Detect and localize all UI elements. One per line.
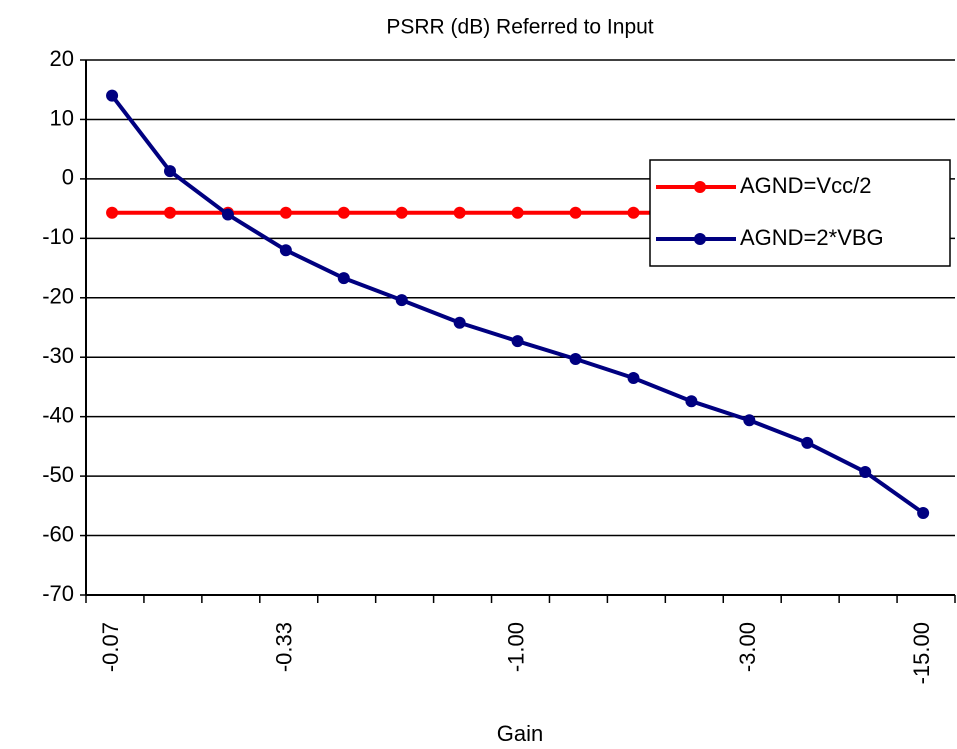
x-tick-label: -0.07 bbox=[98, 622, 123, 672]
data-point bbox=[337, 272, 350, 285]
chart-title: PSRR (dB) Referred to Input bbox=[386, 16, 653, 39]
data-point bbox=[801, 436, 814, 449]
data-point bbox=[106, 89, 119, 102]
y-tick-label: -70 bbox=[42, 581, 74, 606]
legend-marker bbox=[694, 181, 706, 193]
y-tick-label: 20 bbox=[50, 46, 74, 71]
y-tick-label: -30 bbox=[42, 343, 74, 368]
data-point bbox=[164, 206, 177, 219]
data-point bbox=[453, 316, 466, 329]
y-tick-label: -10 bbox=[42, 224, 74, 249]
data-point bbox=[859, 465, 872, 478]
y-tick-label: -40 bbox=[42, 402, 74, 427]
data-point bbox=[627, 206, 640, 219]
y-tick-label: -20 bbox=[42, 284, 74, 309]
data-point bbox=[337, 206, 350, 219]
data-point bbox=[453, 206, 466, 219]
x-tick-label: -0.33 bbox=[272, 622, 297, 672]
y-tick-label: -60 bbox=[42, 521, 74, 546]
data-point bbox=[569, 353, 582, 366]
data-point bbox=[164, 165, 177, 178]
x-tick-label: -3.00 bbox=[735, 622, 760, 672]
data-point bbox=[221, 208, 234, 221]
data-point bbox=[569, 206, 582, 219]
data-point bbox=[279, 244, 292, 257]
data-point bbox=[395, 294, 408, 307]
y-tick-label: 10 bbox=[50, 105, 74, 130]
data-point bbox=[511, 206, 524, 219]
legend-label: AGND=2*VBG bbox=[740, 225, 884, 250]
legend-label: AGND=Vcc/2 bbox=[740, 173, 871, 198]
data-point bbox=[279, 206, 292, 219]
data-point bbox=[917, 506, 930, 519]
y-tick-label: -50 bbox=[42, 462, 74, 487]
x-tick-label: -1.00 bbox=[503, 622, 528, 672]
data-point bbox=[685, 395, 698, 408]
series-line bbox=[110, 94, 925, 515]
y-tick-label: 0 bbox=[62, 165, 74, 190]
x-axis-label: Gain bbox=[497, 721, 543, 746]
data-point bbox=[627, 372, 640, 385]
data-point bbox=[395, 206, 408, 219]
legend-marker bbox=[694, 233, 706, 245]
data-point bbox=[743, 414, 756, 427]
data-point bbox=[511, 335, 524, 348]
data-point bbox=[106, 206, 119, 219]
x-tick-label: -15.00 bbox=[909, 622, 934, 684]
legend-box bbox=[649, 159, 951, 267]
